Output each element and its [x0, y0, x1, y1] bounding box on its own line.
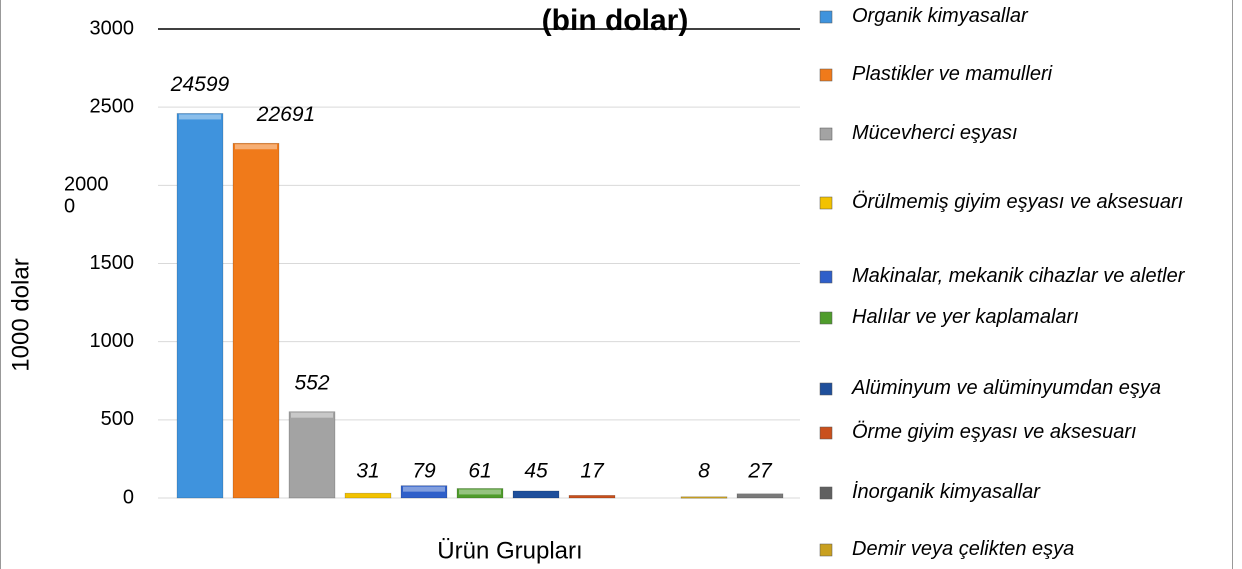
bar — [568, 495, 616, 499]
legend-label: Makinalar, mekanik cihazlar ve aletler — [852, 265, 1186, 287]
bar — [400, 485, 448, 499]
bar — [512, 490, 560, 499]
bar-highlight — [179, 114, 221, 120]
bar-highlight — [459, 489, 501, 495]
y-tick-label: 0 — [123, 486, 134, 508]
bar — [344, 492, 392, 499]
data-label: 22691 — [256, 103, 315, 126]
legend-label: Demir veya çelikten eşya — [852, 538, 1074, 560]
legend-label: İnorganik kimyasallar — [852, 481, 1041, 503]
bar — [232, 142, 280, 499]
legend-label: Organik kimyasallar — [852, 5, 1029, 27]
bar-highlight — [403, 486, 445, 492]
legend-label: Alüminyum ve alüminyumdan eşya — [851, 377, 1161, 399]
y-tick-label: 2000 0 — [64, 174, 109, 218]
legend-swatch — [819, 196, 833, 210]
data-label: 31 — [356, 460, 379, 483]
y-tick-label: 3000 — [90, 17, 135, 39]
legend-swatch — [819, 426, 833, 440]
legend-swatch — [819, 486, 833, 500]
legend-label: Mücevherci eşyası — [852, 122, 1018, 144]
y-axis-label: 1000 dolar — [7, 258, 34, 371]
data-label: 27 — [747, 460, 773, 483]
legend-swatch — [819, 543, 833, 557]
bar — [288, 411, 336, 499]
bar-highlight — [291, 412, 333, 418]
y-tick-label: 1500 — [90, 252, 135, 274]
data-label: 17 — [580, 460, 605, 483]
legend-label: Halılar ve yer kaplamaları — [852, 306, 1079, 328]
bar — [736, 493, 784, 499]
data-label: 8 — [698, 460, 710, 483]
legend-swatch — [819, 68, 833, 82]
legend-swatch — [819, 382, 833, 396]
y-tick-label: 2500 — [90, 95, 135, 117]
data-label: 24599 — [170, 73, 230, 96]
chart-title: (bin dolar) — [542, 4, 689, 37]
data-label: 552 — [294, 371, 329, 394]
data-label: 45 — [524, 460, 548, 483]
legend-swatch — [819, 270, 833, 284]
legend-swatch — [819, 127, 833, 141]
data-label: 79 — [412, 460, 436, 483]
bar-highlight — [235, 144, 277, 150]
legend-label: Plastikler ve mamulleri — [852, 63, 1053, 85]
bar — [680, 496, 728, 499]
y-tick-label: 1000 — [90, 330, 135, 352]
y-tick-label: 500 — [101, 408, 134, 430]
legend-label: Örme giyim eşyası ve aksesuarı — [852, 421, 1137, 443]
legend-swatch — [819, 10, 833, 24]
legend-label: Örülmemiş giyim eşyası ve aksesuarı — [852, 191, 1183, 213]
bar — [456, 488, 504, 499]
x-axis-label: Ürün Grupları — [437, 537, 582, 564]
legend-swatch — [819, 311, 833, 325]
data-label: 61 — [468, 460, 491, 483]
bar — [176, 113, 224, 499]
